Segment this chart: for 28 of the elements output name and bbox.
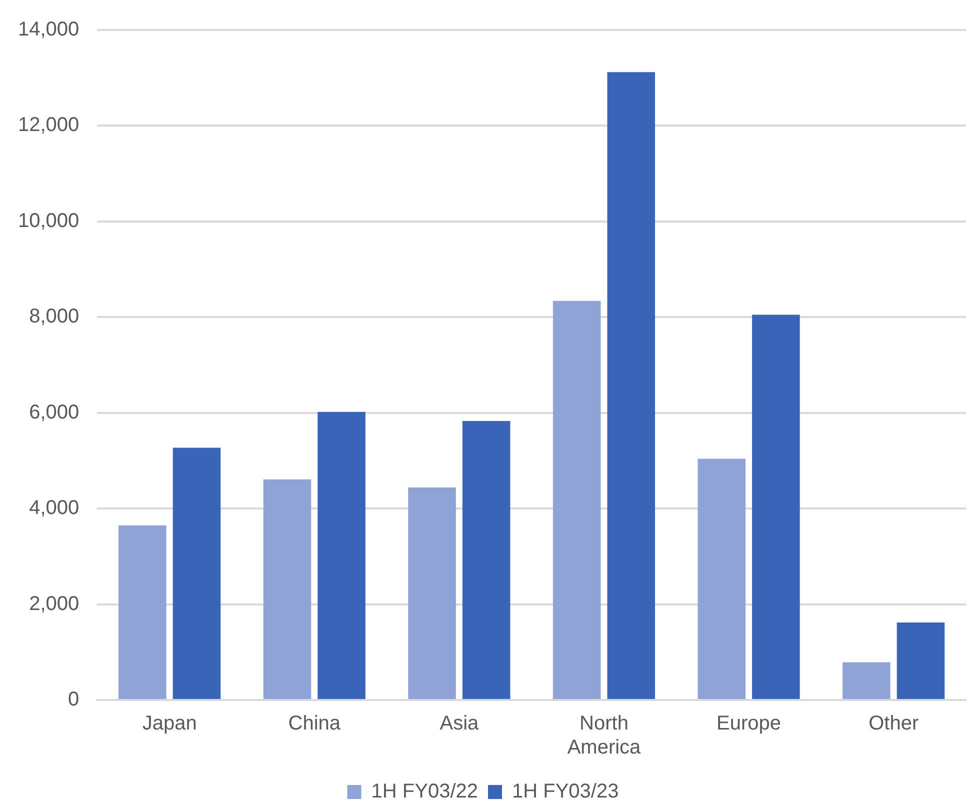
bar <box>408 488 456 699</box>
x-tick-label: Asia <box>440 712 480 735</box>
legend-label: 1H FY03/22 <box>371 780 478 803</box>
x-tick-label: Japan <box>142 712 197 735</box>
x-tick-label: Europe <box>716 712 782 735</box>
bar <box>263 479 312 699</box>
x-tick-label: North America <box>567 712 642 759</box>
bar <box>896 622 945 699</box>
bar <box>172 448 221 699</box>
bar <box>462 420 510 699</box>
bar <box>607 72 656 699</box>
x-tick-label: China <box>288 712 342 735</box>
y-tick-label: 6,000 <box>29 401 80 424</box>
y-tick-label: 10,000 <box>18 210 80 232</box>
y-tick-label: 2,000 <box>29 592 80 615</box>
bar <box>118 525 166 699</box>
x-tick-label: Other <box>868 712 919 735</box>
bar <box>698 458 746 699</box>
y-tick-label: 14,000 <box>18 18 80 41</box>
y-tick-label: 0 <box>68 688 80 711</box>
y-tick-label: 8,000 <box>29 306 80 328</box>
legend-label: 1H FY03/23 <box>512 780 619 803</box>
bar <box>318 412 366 699</box>
bar <box>752 314 800 699</box>
y-tick-label: 12,000 <box>18 114 80 136</box>
y-tick-label: 4,000 <box>29 497 80 520</box>
bar <box>552 300 601 699</box>
bar <box>842 662 890 699</box>
